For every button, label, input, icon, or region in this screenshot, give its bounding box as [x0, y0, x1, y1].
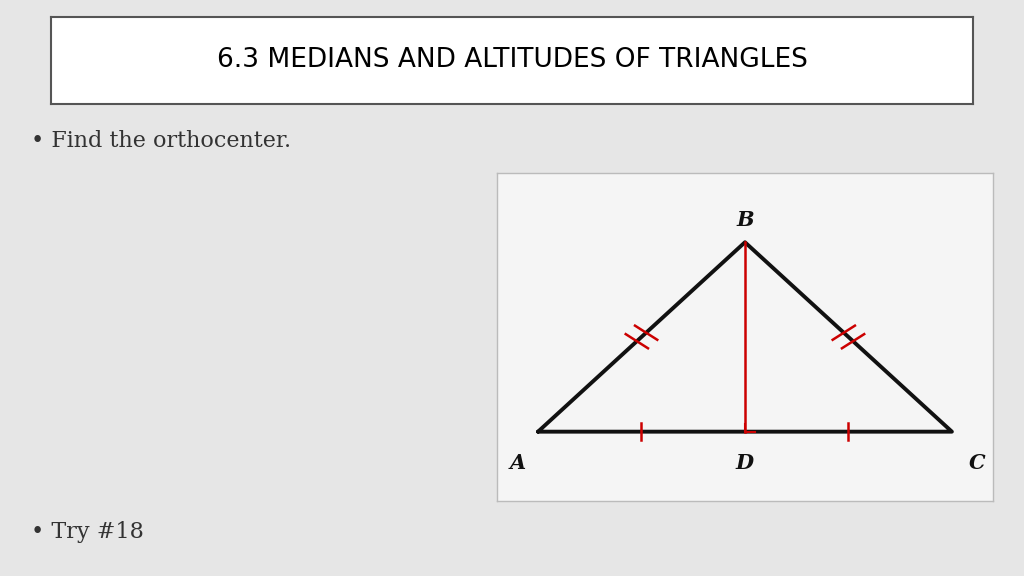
Text: • Try #18: • Try #18: [31, 521, 143, 543]
Text: A: A: [509, 453, 525, 473]
Text: • Find the orthocenter.: • Find the orthocenter.: [31, 130, 291, 151]
Text: D: D: [736, 453, 754, 473]
Text: B: B: [736, 210, 754, 230]
Text: C: C: [969, 453, 985, 473]
Text: 6.3 MEDIANS AND ALTITUDES OF TRIANGLES: 6.3 MEDIANS AND ALTITUDES OF TRIANGLES: [216, 47, 808, 74]
